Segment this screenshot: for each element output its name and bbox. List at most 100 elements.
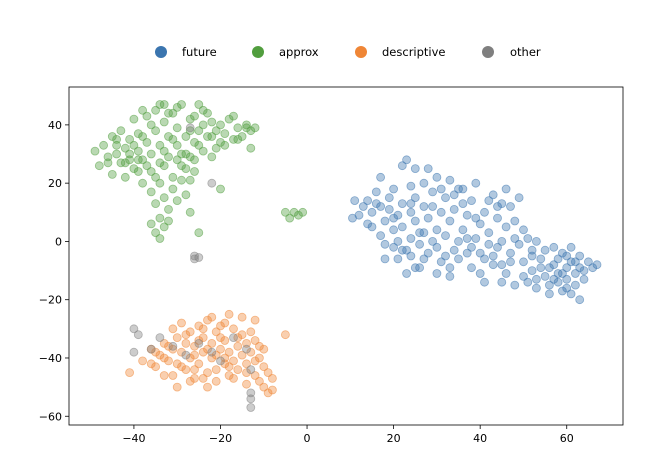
point-descriptive xyxy=(190,373,199,383)
point-future xyxy=(484,239,494,249)
point-other xyxy=(229,333,238,343)
point-future xyxy=(579,266,589,276)
point-other xyxy=(246,394,256,404)
point-future xyxy=(350,196,360,206)
point-approx xyxy=(146,120,156,130)
point-future xyxy=(454,254,463,264)
point-descriptive xyxy=(229,324,238,334)
point-future xyxy=(536,263,546,273)
point-future xyxy=(415,228,425,238)
point-future xyxy=(501,184,511,194)
point-descriptive xyxy=(267,385,277,395)
point-future xyxy=(389,213,399,223)
point-future xyxy=(562,251,572,261)
point-descriptive xyxy=(250,371,260,380)
point-approx xyxy=(164,132,173,141)
point-descriptive xyxy=(194,336,204,345)
point-approx xyxy=(185,126,195,136)
y-tick-label: −20 xyxy=(39,294,62,307)
point-descriptive xyxy=(185,376,195,386)
point-approx xyxy=(198,105,208,115)
point-future xyxy=(354,210,364,220)
point-future xyxy=(449,190,459,200)
point-approx xyxy=(242,123,251,133)
point-other xyxy=(242,344,251,354)
point-future xyxy=(592,260,602,270)
point-approx xyxy=(107,132,117,141)
point-descriptive xyxy=(216,333,225,343)
point-descriptive xyxy=(216,321,225,331)
point-descriptive xyxy=(146,359,156,369)
point-future xyxy=(432,242,442,252)
point-approx xyxy=(159,193,169,203)
point-descriptive xyxy=(233,341,243,351)
point-descriptive xyxy=(254,353,264,363)
point-future xyxy=(514,193,524,203)
point-descriptive xyxy=(211,365,221,375)
point-future xyxy=(376,231,386,241)
point-approx xyxy=(220,129,230,139)
point-future xyxy=(458,184,468,194)
point-future xyxy=(553,277,563,287)
point-future xyxy=(536,254,546,264)
point-approx xyxy=(190,167,199,176)
point-future xyxy=(406,207,416,217)
point-future xyxy=(462,210,472,220)
point-descriptive xyxy=(138,356,148,366)
point-future xyxy=(475,248,485,258)
point-approx xyxy=(198,146,208,156)
point-descriptive xyxy=(190,365,199,375)
point-descriptive xyxy=(151,362,161,372)
point-future xyxy=(423,248,433,258)
point-future xyxy=(406,251,416,261)
point-future xyxy=(510,216,520,226)
point-approx xyxy=(172,196,182,206)
point-approx xyxy=(133,167,143,176)
point-other xyxy=(129,347,139,357)
point-other xyxy=(129,324,139,334)
point-approx xyxy=(172,155,182,165)
point-future xyxy=(428,187,438,197)
point-descriptive xyxy=(207,312,217,322)
point-approx xyxy=(181,164,191,174)
point-future xyxy=(514,239,524,249)
point-approx xyxy=(181,132,191,141)
point-approx xyxy=(155,158,165,168)
point-approx xyxy=(172,140,182,150)
point-approx xyxy=(120,158,130,168)
point-future xyxy=(380,239,390,249)
point-future xyxy=(436,184,446,194)
point-future xyxy=(367,222,377,232)
point-other xyxy=(155,333,165,343)
point-future xyxy=(458,225,468,235)
point-other xyxy=(168,341,178,351)
point-future xyxy=(467,242,476,252)
point-future xyxy=(432,172,442,182)
point-descriptive xyxy=(190,350,199,360)
point-future xyxy=(428,236,438,246)
point-approx xyxy=(211,126,221,136)
point-approx xyxy=(133,155,143,165)
point-approx xyxy=(207,117,217,127)
point-other xyxy=(185,123,195,133)
point-descriptive xyxy=(220,318,230,328)
point-approx xyxy=(289,207,299,217)
y-tick-label: 40 xyxy=(48,119,62,132)
point-descriptive xyxy=(203,315,212,325)
point-descriptive xyxy=(220,336,230,345)
point-future xyxy=(406,181,416,191)
point-approx xyxy=(164,216,173,226)
point-future xyxy=(445,175,455,185)
point-descriptive xyxy=(181,338,191,348)
point-descriptive xyxy=(194,321,204,331)
point-approx xyxy=(177,100,186,109)
point-future xyxy=(419,178,429,188)
point-approx xyxy=(194,228,204,238)
point-future xyxy=(363,196,373,206)
point-future xyxy=(571,257,580,267)
point-future xyxy=(549,274,559,284)
point-future xyxy=(397,199,407,209)
x-tick-label: 0 xyxy=(304,432,311,445)
point-approx xyxy=(129,140,139,150)
point-future xyxy=(506,257,515,267)
